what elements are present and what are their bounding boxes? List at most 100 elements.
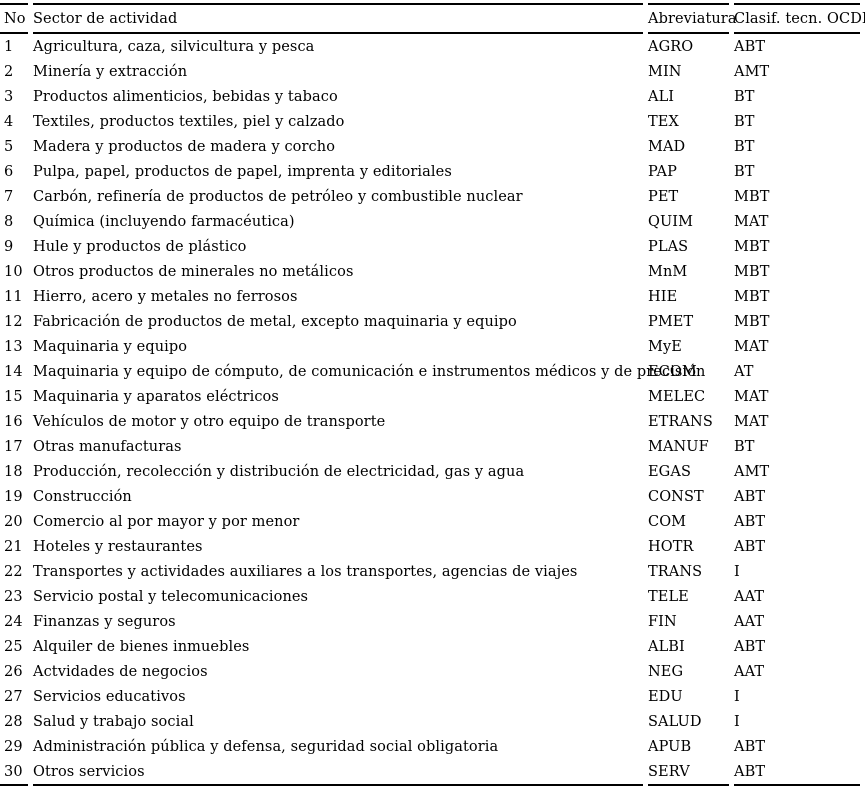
table-row: 13 Maquinaria y equipo MyE MAT [0, 334, 860, 359]
abbreviation-cell: PET [648, 188, 679, 205]
sector-name-cell: Textiles, productos textiles, piel y cal… [33, 113, 345, 130]
ocde-class-cell: MAT [734, 213, 769, 230]
row-number-cell: 9 [4, 238, 14, 255]
row-number-cell: 30 [0, 759, 28, 786]
abbreviation-cell: ALI [648, 88, 675, 105]
ocde-class-cell: MBT [734, 288, 770, 305]
abbreviation-cell: TRANS [648, 563, 703, 580]
row-number-cell: 20 [4, 513, 23, 530]
row-number-cell: 25 [4, 638, 23, 655]
abbreviation-cell: PMET [648, 313, 694, 330]
abbreviation-cell: PLAS [648, 238, 689, 255]
ocde-class-cell: I [734, 713, 740, 730]
row-number-cell: 10 [4, 263, 23, 280]
row-number-cell: 23 [4, 588, 23, 605]
sector-name-cell: Construcción [33, 488, 132, 505]
row-number-cell: 14 [4, 363, 23, 380]
sector-name-cell: Administración pública y defensa, seguri… [33, 738, 499, 755]
ocde-class-cell: I [734, 563, 740, 580]
abbreviation-cell: NEG [648, 663, 684, 680]
abbreviation-cell: PAP [648, 163, 677, 180]
row-number-cell: 13 [4, 338, 23, 355]
sector-name-cell: Madera y productos de madera y corcho [33, 138, 336, 155]
ocde-class-cell: MBT [734, 263, 770, 280]
sector-name-cell: Carbón, refinería de productos de petról… [33, 188, 523, 205]
column-header-ocde-class: Clasif. tecn. OCDE [734, 3, 865, 34]
ocde-class-cell: MBT [734, 313, 770, 330]
row-number-cell: 4 [4, 113, 14, 130]
table-row: 28 Salud y trabajo social SALUD I [0, 709, 860, 734]
sector-name-cell: Maquinaria y equipo [33, 338, 188, 355]
ocde-class-cell: BT [734, 113, 755, 130]
abbreviation-cell: ECOM [648, 363, 697, 380]
ocde-class-cell: MAT [734, 338, 769, 355]
abbreviation-cell: EDU [648, 688, 683, 705]
ocde-class-cell: I [734, 688, 740, 705]
abbreviation-cell: APUB [648, 738, 692, 755]
abbreviation-cell: HIE [648, 288, 678, 305]
sector-name-cell: Servicio postal y telecomunicaciones [33, 588, 309, 605]
abbreviation-cell: ALBI [648, 638, 685, 655]
sector-name-cell: Pulpa, papel, productos de papel, impren… [33, 163, 452, 180]
table-row: 5 Madera y productos de madera y corcho … [0, 134, 860, 159]
ocde-class-cell: BT [734, 138, 755, 155]
sector-name-cell: Finanzas y seguros [33, 613, 176, 630]
abbreviation-cell: SALUD [648, 713, 702, 730]
abbreviation-cell: TELE [648, 588, 689, 605]
header-row: No Sector de actividad Abreviatura Clasi… [0, 3, 865, 34]
row-number-cell: 6 [4, 163, 14, 180]
sector-name-cell: Agricultura, caza, silvicultura y pesca [33, 38, 315, 55]
abbreviation-cell: MELEC [648, 388, 706, 405]
row-number-cell: 18 [4, 463, 23, 480]
table-row: 23 Servicio postal y telecomunicaciones … [0, 584, 860, 609]
ocde-class-cell: AAT [734, 663, 765, 680]
ocde-class-cell: MAT [734, 413, 769, 430]
row-number-cell: 16 [4, 413, 23, 430]
abbreviation-cell: MIN [648, 63, 682, 80]
abbreviation-cell: HOTR [648, 538, 694, 555]
table-row: 10 Otros productos de minerales no metál… [0, 259, 860, 284]
row-number-cell: 12 [4, 313, 23, 330]
sector-name-cell: Salud y trabajo social [33, 713, 194, 730]
abbreviation-cell: MyE [648, 338, 682, 355]
abbreviation-cell: FIN [648, 613, 677, 630]
row-number-cell: 11 [4, 288, 23, 305]
sector-name-cell: Productos alimenticios, bebidas y tabaco [33, 88, 338, 105]
row-number-cell: 3 [4, 88, 14, 105]
table-row: 20 Comercio al por mayor y por menor COM… [0, 509, 860, 534]
table-row: 16 Vehículos de motor y otro equipo de t… [0, 409, 860, 434]
abbreviation-cell: CONST [648, 488, 704, 505]
abbreviation-cell: MANUF [648, 438, 709, 455]
sector-name-cell: Maquinaria y aparatos eléctricos [33, 388, 279, 405]
sector-name-cell: Comercio al por mayor y por menor [33, 513, 300, 530]
abbreviation-cell: SERV [648, 759, 729, 786]
sector-name-cell: Hoteles y restaurantes [33, 538, 203, 555]
sector-name-cell: Servicios educativos [33, 688, 186, 705]
sector-name-cell: Hierro, acero y metales no ferrosos [33, 288, 298, 305]
abbreviation-cell: AGRO [648, 38, 694, 55]
row-number-cell: 22 [4, 563, 23, 580]
table-row: 9 Hule y productos de plástico PLAS MBT [0, 234, 860, 259]
row-number-cell: 7 [4, 188, 14, 205]
table-body: 1 Agricultura, caza, silvicultura y pesc… [0, 34, 860, 786]
abbreviation-cell: MAD [648, 138, 686, 155]
table-row: 12 Fabricación de productos de metal, ex… [0, 309, 860, 334]
table-row: 27 Servicios educativos EDU I [0, 684, 860, 709]
row-number-cell: 21 [4, 538, 23, 555]
sector-name-cell: Producción, recolección y distribución d… [33, 463, 525, 480]
row-number-cell: 19 [4, 488, 23, 505]
table-row: 3 Productos alimenticios, bebidas y taba… [0, 84, 860, 109]
ocde-class-cell: BT [734, 438, 755, 455]
sector-name-cell: Química (incluyendo farmacéutica) [33, 213, 295, 230]
row-number-cell: 15 [4, 388, 23, 405]
table-row: 25 Alquiler de bienes inmuebles ALBI ABT [0, 634, 860, 659]
table-row: 15 Maquinaria y aparatos eléctricos MELE… [0, 384, 860, 409]
abbreviation-cell: TEX [648, 113, 679, 130]
sector-name-cell: Otras manufacturas [33, 438, 182, 455]
row-number-cell: 8 [4, 213, 14, 230]
table-row: 21 Hoteles y restaurantes HOTR ABT [0, 534, 860, 559]
sector-classification-table: No Sector de actividad Abreviatura Clasi… [0, 3, 865, 786]
sector-name-cell: Transportes y actividades auxiliares a l… [33, 563, 578, 580]
abbreviation-cell: ETRANS [648, 413, 713, 430]
row-number-cell: 5 [4, 138, 14, 155]
